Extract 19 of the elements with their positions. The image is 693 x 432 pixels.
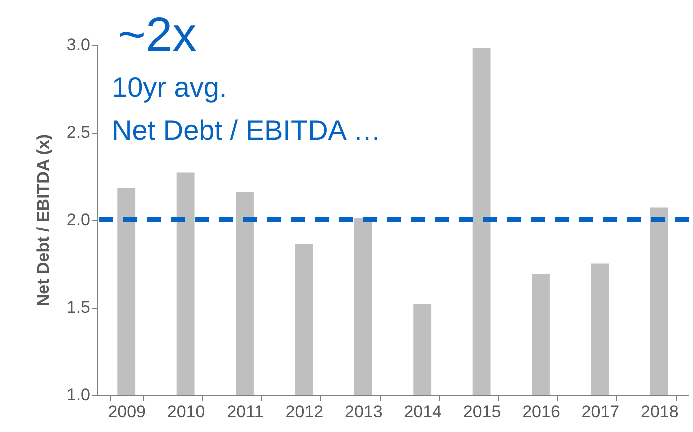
x-tick-label: 2011 [227,402,264,422]
x-tick-label: 2018 [640,402,679,422]
y-tick-label: 1.0 [66,386,90,404]
y-axis-title: Net Debt / EBITDA (x) [34,134,53,307]
y-tick-label: 2.5 [66,123,90,142]
x-tick-label: 2012 [286,402,324,422]
x-tick-label: 2014 [404,402,442,422]
y-tick-label: 2.0 [66,210,90,230]
annotation: 10yr avg. [112,72,228,103]
x-tick-label: 2015 [463,402,502,422]
annotation: Net Debt / EBITDA … [112,115,382,146]
x-tick-label: 2009 [108,402,146,422]
y-tick-label: 3.0 [66,36,90,54]
annotation: ~2x [118,9,197,62]
x-tick-label: 2013 [344,402,383,422]
x-tick-label: 2017 [582,402,620,422]
y-tick-label: 1.5 [66,298,90,317]
x-tick-label: 2010 [167,402,206,422]
x-tick-label: 2016 [522,402,560,422]
